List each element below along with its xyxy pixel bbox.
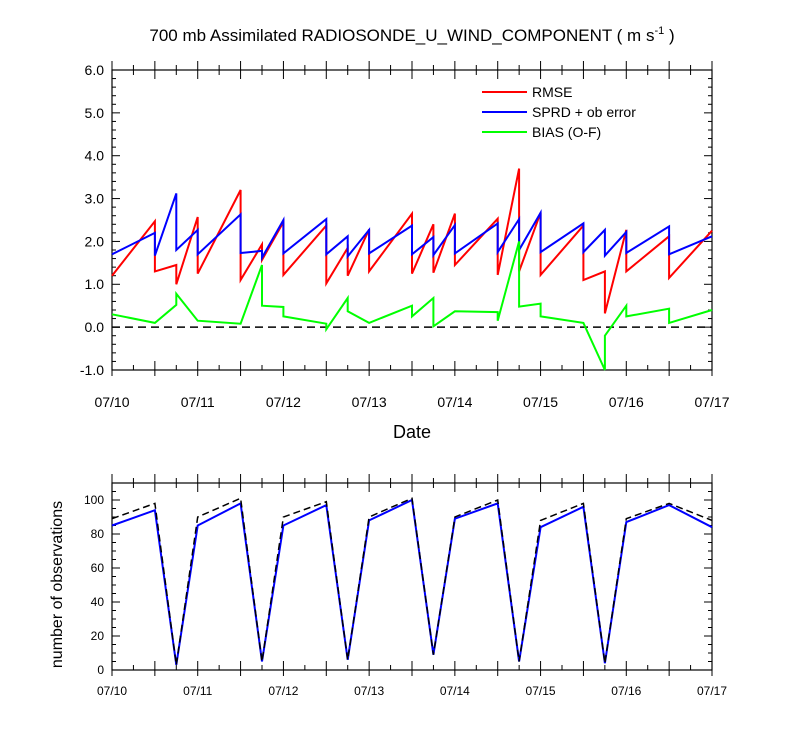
x-axis-label: Date xyxy=(393,422,431,442)
y-tick-label: 80 xyxy=(91,527,105,541)
chart-title-main: 700 mb Assimilated RADIOSONDE_U_WIND_COM… xyxy=(149,26,654,45)
y-tick-label: 6.0 xyxy=(85,62,105,78)
y-tick-label: 0 xyxy=(97,663,104,677)
chart-title-superscript: -1 xyxy=(654,25,664,37)
series-line-sprd-ob-error xyxy=(111,193,713,262)
chart-title-end: ) xyxy=(664,26,674,45)
y-tick-label: 20 xyxy=(91,629,105,643)
chart-title: 700 mb Assimilated RADIOSONDE_U_WIND_COM… xyxy=(149,25,674,45)
x-tick-label: 07/14 xyxy=(437,394,472,410)
x-tick-label: 07/12 xyxy=(268,684,298,698)
y-tick-label: 4.0 xyxy=(85,148,105,164)
x-tick-label: 07/15 xyxy=(526,684,556,698)
y-tick-label: 2.0 xyxy=(85,233,105,249)
legend-label: SPRD + ob error xyxy=(532,104,636,120)
x-tick-label: 07/16 xyxy=(611,684,641,698)
bottom-panel: 0 20 40 60 80 100 07/10 07/11 07/12 07/13 07/14 07/… xyxy=(49,474,727,698)
y-tick-label: 5.0 xyxy=(85,105,105,121)
x-tick-label: 07/13 xyxy=(354,684,384,698)
legend-label: RMSE xyxy=(532,84,572,100)
series-line-0 xyxy=(111,498,713,666)
legend-label: BIAS (O-F) xyxy=(532,124,601,140)
y-tick-label: -1.0 xyxy=(80,362,104,378)
x-tick-label: 07/12 xyxy=(266,394,301,410)
x-tick-label: 07/15 xyxy=(523,394,558,410)
x-tick-label: 07/10 xyxy=(94,394,129,410)
plot-frame xyxy=(111,482,713,671)
x-tick-label: 07/13 xyxy=(352,394,387,410)
y-tick-label: 1.0 xyxy=(85,276,105,292)
y-tick-label: 40 xyxy=(91,595,105,609)
y-tick-label: 3.0 xyxy=(85,190,105,206)
x-tick-label: 07/11 xyxy=(181,394,215,410)
x-tick-label: 07/17 xyxy=(694,394,729,410)
x-tick-label: 07/17 xyxy=(697,684,727,698)
x-tick-label: 07/16 xyxy=(609,394,644,410)
x-tick-label: 07/10 xyxy=(97,684,127,698)
x-tick-label: 07/11 xyxy=(183,684,212,698)
series-line-bias-o-f xyxy=(111,241,713,371)
x-tick-label: 07/14 xyxy=(440,684,470,698)
y-tick-label: 0.0 xyxy=(85,319,105,335)
top-panel: -1.0 0.0 1.0 2.0 3.0 4.0 5.0 6.0 07/10 07/11 07/12… xyxy=(80,61,730,442)
y-tick-label: 60 xyxy=(91,561,105,575)
y-tick-label: 100 xyxy=(84,493,104,507)
series-line-1 xyxy=(111,497,713,666)
y-axis-label: number of observations xyxy=(49,501,66,668)
